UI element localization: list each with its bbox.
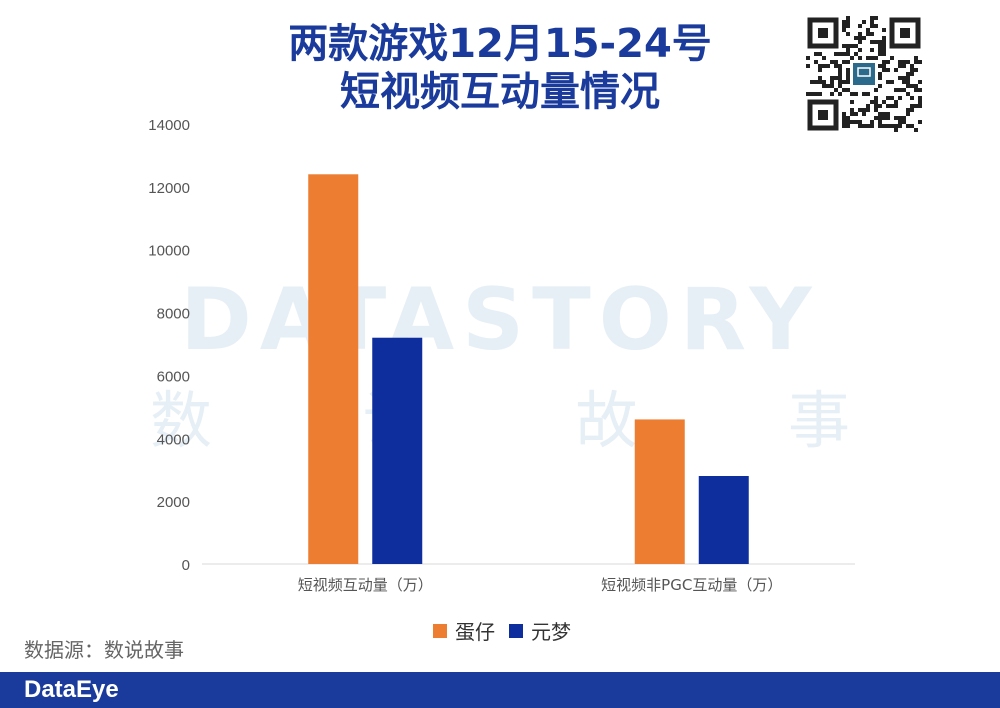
legend-item-yuanmeng: 元梦 — [509, 616, 571, 645]
legend-label-danzai: 蛋仔 — [455, 620, 495, 644]
bar-danzai-0 — [308, 174, 359, 565]
title-line-1: 两款游戏12月15-24号 — [288, 21, 712, 67]
brand-logo: DataEye — [24, 676, 119, 703]
y-tick-label: 10000 — [148, 243, 190, 260]
y-tick-label: 6000 — [157, 368, 190, 385]
chart-title: 两款游戏12月15-24号 短视频互动量情况 — [0, 20, 1000, 116]
x-axis: 短视频互动量（万） 短视频非PGC互动量（万） — [202, 563, 855, 594]
data-source: 数据源：数说故事 — [24, 638, 184, 662]
x-tick-label: 短视频互动量（万） — [298, 576, 433, 594]
y-tick-label: 2000 — [157, 494, 190, 511]
legend-item-danzai: 蛋仔 — [433, 616, 495, 645]
y-tick-label: 8000 — [157, 306, 190, 323]
qr-code-icon — [806, 16, 922, 132]
bar-yuanmeng-1 — [698, 476, 749, 564]
legend-label-yuanmeng: 元梦 — [531, 620, 571, 644]
y-tick-label: 0 — [182, 557, 190, 574]
y-tick-label: 4000 — [157, 431, 190, 448]
bar-danzai-1 — [634, 419, 685, 564]
bar-yuanmeng-0 — [372, 337, 423, 564]
bars — [308, 174, 749, 565]
footer-bar: DataEye — [0, 672, 1000, 708]
legend-swatch-yuanmeng — [509, 623, 523, 638]
y-axis: 0 2000 4000 6000 8000 10000 12000 14000 — [148, 117, 190, 574]
title-line-2: 短视频互动量情况 — [340, 69, 660, 115]
legend-swatch-danzai — [433, 623, 447, 638]
legend: 蛋仔 元梦 — [433, 616, 571, 645]
y-tick-label: 12000 — [148, 180, 190, 197]
x-tick-label: 短视频非PGC互动量（万） — [601, 576, 782, 594]
y-tick-label: 14000 — [148, 117, 190, 134]
